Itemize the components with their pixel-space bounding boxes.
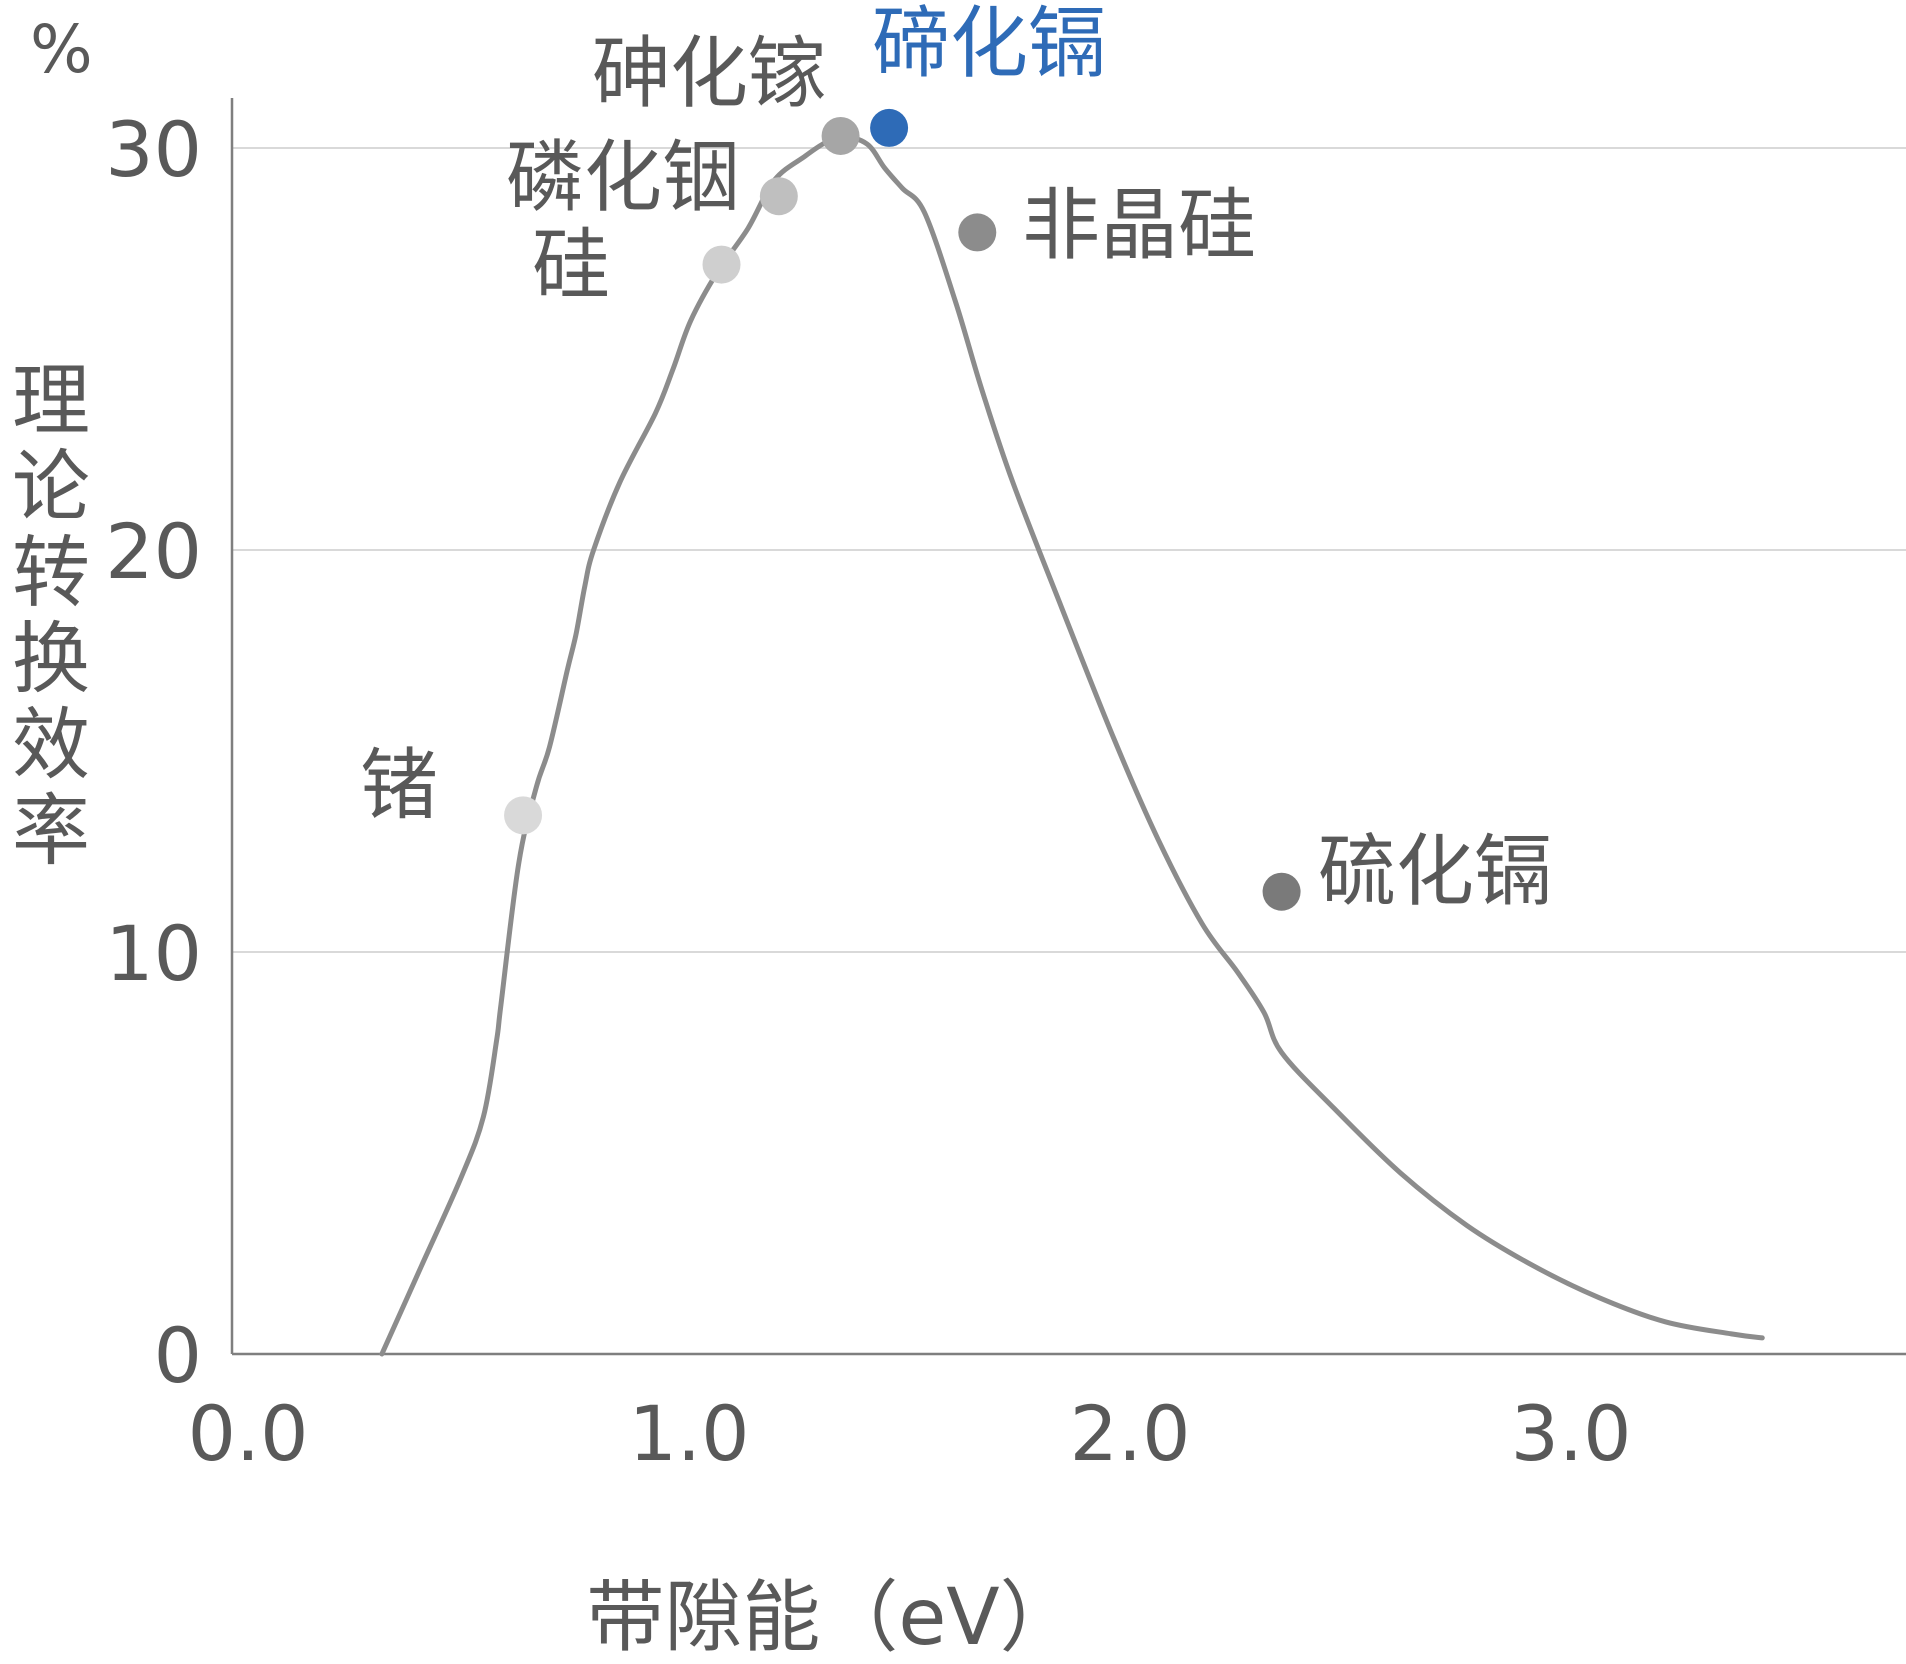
data-point-0	[504, 796, 543, 835]
y-tick-label: 20	[105, 507, 202, 596]
data-point-1	[702, 245, 741, 284]
point-label-silicon: 硅	[532, 221, 610, 311]
x-tick-label: 0.0	[188, 1389, 309, 1478]
point-label-cadmium-telluride: 碲化镉	[872, 0, 1106, 89]
gridlines	[232, 147, 1906, 953]
x-tick-label: 1.0	[629, 1389, 750, 1478]
y-axis-title: 理论转换效率	[0, 359, 89, 875]
point-label-indium-phosphide: 磷化铟	[506, 133, 740, 223]
x-tick-label: 2.0	[1070, 1389, 1191, 1478]
y-tick-labels: 0 10 20 30	[105, 105, 202, 1400]
x-tick-labels: 0.0 1.0 2.0 3.0	[188, 1389, 1632, 1478]
point-label-cadmium-sulfide: 硫化镉	[1318, 827, 1552, 917]
data-point-5	[958, 213, 997, 252]
data-point-3	[821, 116, 860, 155]
data-point-6	[1262, 872, 1301, 911]
x-axis-title: 带隙能（eV）	[586, 1573, 1077, 1663]
y-unit-label: %	[30, 11, 93, 88]
material-labels: 锗 硅 磷化铟 砷化镓 碲化镉 非晶硅 硫化镉	[360, 0, 1552, 917]
material-points	[504, 108, 1301, 911]
y-tick-label: 10	[105, 909, 202, 998]
point-label-gallium-arsenide: 砷化镓	[592, 29, 826, 119]
data-point-2	[759, 177, 798, 216]
y-tick-label: 30	[105, 105, 202, 194]
efficiency-curve	[379, 133, 1765, 1357]
y-tick-label: 0	[154, 1311, 202, 1400]
point-label-amorphous-silicon: 非晶硅	[1022, 181, 1256, 271]
x-tick-label: 3.0	[1511, 1389, 1632, 1478]
data-point-4	[870, 108, 909, 147]
point-label-germanium: 锗	[360, 741, 438, 831]
